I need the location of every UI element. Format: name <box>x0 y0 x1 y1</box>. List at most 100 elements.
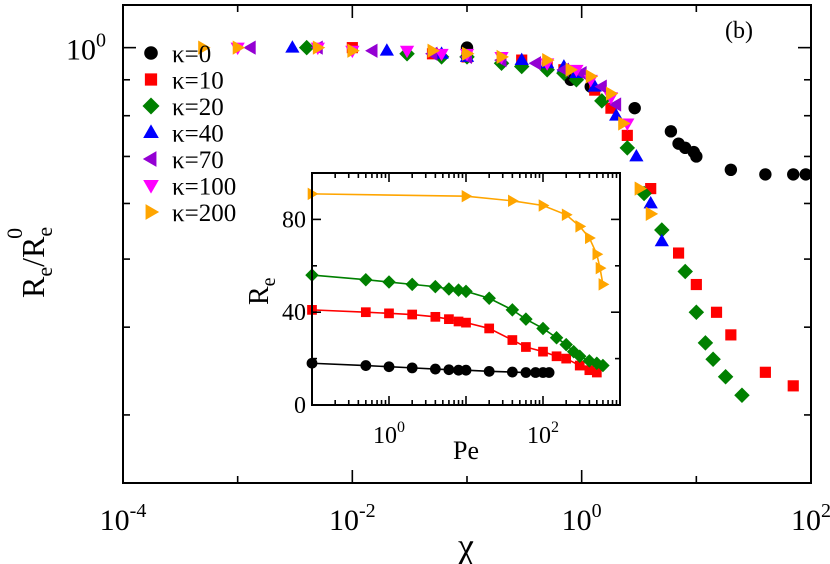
inset-data-point <box>406 362 418 374</box>
legend-marker <box>144 73 158 86</box>
inset-data-point <box>536 321 550 336</box>
data-point <box>434 48 449 62</box>
inset-y-axis-label: Re <box>244 277 280 305</box>
data-point <box>759 366 771 378</box>
data-point <box>285 40 300 53</box>
inset-data-point <box>428 279 443 294</box>
y-axis-label: Re/Re0 <box>2 227 57 298</box>
inset-y-tick-label: 80 <box>282 207 306 233</box>
tick-base: 10 <box>100 504 130 537</box>
inset-data-point <box>484 323 495 334</box>
inset-data-point <box>382 275 396 289</box>
data-point <box>565 62 578 77</box>
data-point <box>717 368 734 385</box>
data-point <box>690 278 702 291</box>
inset-data-point <box>453 316 464 327</box>
ylabel-part: R <box>15 276 51 298</box>
series-200 <box>198 40 659 221</box>
inset-y-tick-label: 0 <box>294 393 306 419</box>
legend-entry-40: κ=40 <box>143 121 224 148</box>
inset-data-point <box>551 351 562 362</box>
data-point <box>365 43 378 58</box>
inset-data-point <box>459 284 473 299</box>
inset-data-point <box>543 367 555 378</box>
data-point <box>618 116 631 131</box>
data-point <box>697 335 714 351</box>
inset-data-point <box>461 317 471 328</box>
data-point <box>462 46 475 61</box>
inset-data-point <box>596 358 610 373</box>
data-point <box>232 40 246 55</box>
legend-label: κ=40 <box>172 121 224 148</box>
x-tick-label: 102 <box>791 500 830 537</box>
inset-data-point <box>538 346 548 357</box>
inset-x-tick-label: 100 <box>373 419 405 449</box>
tick-base: 10 <box>791 504 821 537</box>
legend-entry-70: κ=70 <box>142 147 224 174</box>
inset-data-point <box>592 247 604 261</box>
tick-base: 10 <box>329 504 359 537</box>
legend-marker <box>143 180 159 194</box>
tick-base: 10 <box>66 34 96 67</box>
inset-ylabel-subscript: e <box>258 277 280 286</box>
inset-data-point <box>460 364 472 376</box>
inset-data-point <box>384 308 394 319</box>
data-point <box>399 45 415 59</box>
data-point <box>298 39 315 56</box>
legend-marker <box>144 46 158 60</box>
ylabel-subscript: e <box>32 227 57 237</box>
data-point <box>594 79 607 94</box>
data-point <box>621 129 633 141</box>
inset-data-point <box>575 220 587 233</box>
inset-data-point <box>360 360 372 371</box>
data-point <box>608 97 622 112</box>
inset-data-point <box>483 365 495 377</box>
inset-data-point <box>482 291 496 306</box>
data-point <box>513 58 530 75</box>
tick-base: 10 <box>562 504 592 537</box>
tick-base: 10 <box>527 423 551 449</box>
data-point <box>594 93 610 109</box>
inset-data-point <box>519 312 533 326</box>
data-point <box>605 86 619 101</box>
data-point <box>514 52 529 66</box>
data-point <box>496 49 509 65</box>
inset-data-point <box>530 367 541 378</box>
data-point <box>198 40 211 55</box>
y-tick-label: 100 <box>66 30 106 67</box>
inset-series-0 <box>306 357 555 378</box>
data-point <box>799 168 812 181</box>
inset-data-point <box>574 360 585 371</box>
data-point <box>605 102 617 114</box>
data-point <box>427 43 440 58</box>
inset-data-point <box>383 361 395 373</box>
x-tick-label: 10-2 <box>329 500 376 537</box>
data-point <box>724 163 738 177</box>
inset-ylabel-part: R <box>244 286 275 305</box>
legend-entry-200: κ=200 <box>145 200 236 227</box>
data-point <box>787 380 799 392</box>
inset-data-point <box>506 366 518 378</box>
x-tick-label: 10-4 <box>100 500 147 537</box>
tick-exponent: 0 <box>592 500 602 522</box>
inset-data-point <box>430 311 441 322</box>
inset-data-point <box>360 307 371 318</box>
inset-data-point <box>559 337 573 352</box>
inset-series-20 <box>305 268 610 373</box>
inset-data-point <box>549 330 564 345</box>
legend-label: κ=100 <box>172 174 236 201</box>
inset-data-point <box>520 367 532 378</box>
legend-marker <box>142 151 157 167</box>
inset-data-point <box>561 353 572 364</box>
ylabel-subscript: e <box>32 267 57 277</box>
inset-data-point <box>507 335 518 345</box>
inset-data-point <box>505 303 520 317</box>
legend-entry-10: κ=10 <box>144 68 224 95</box>
data-point <box>243 40 256 55</box>
inset-data-point <box>453 364 464 376</box>
data-point <box>528 56 541 71</box>
inset-data-point <box>572 349 587 364</box>
